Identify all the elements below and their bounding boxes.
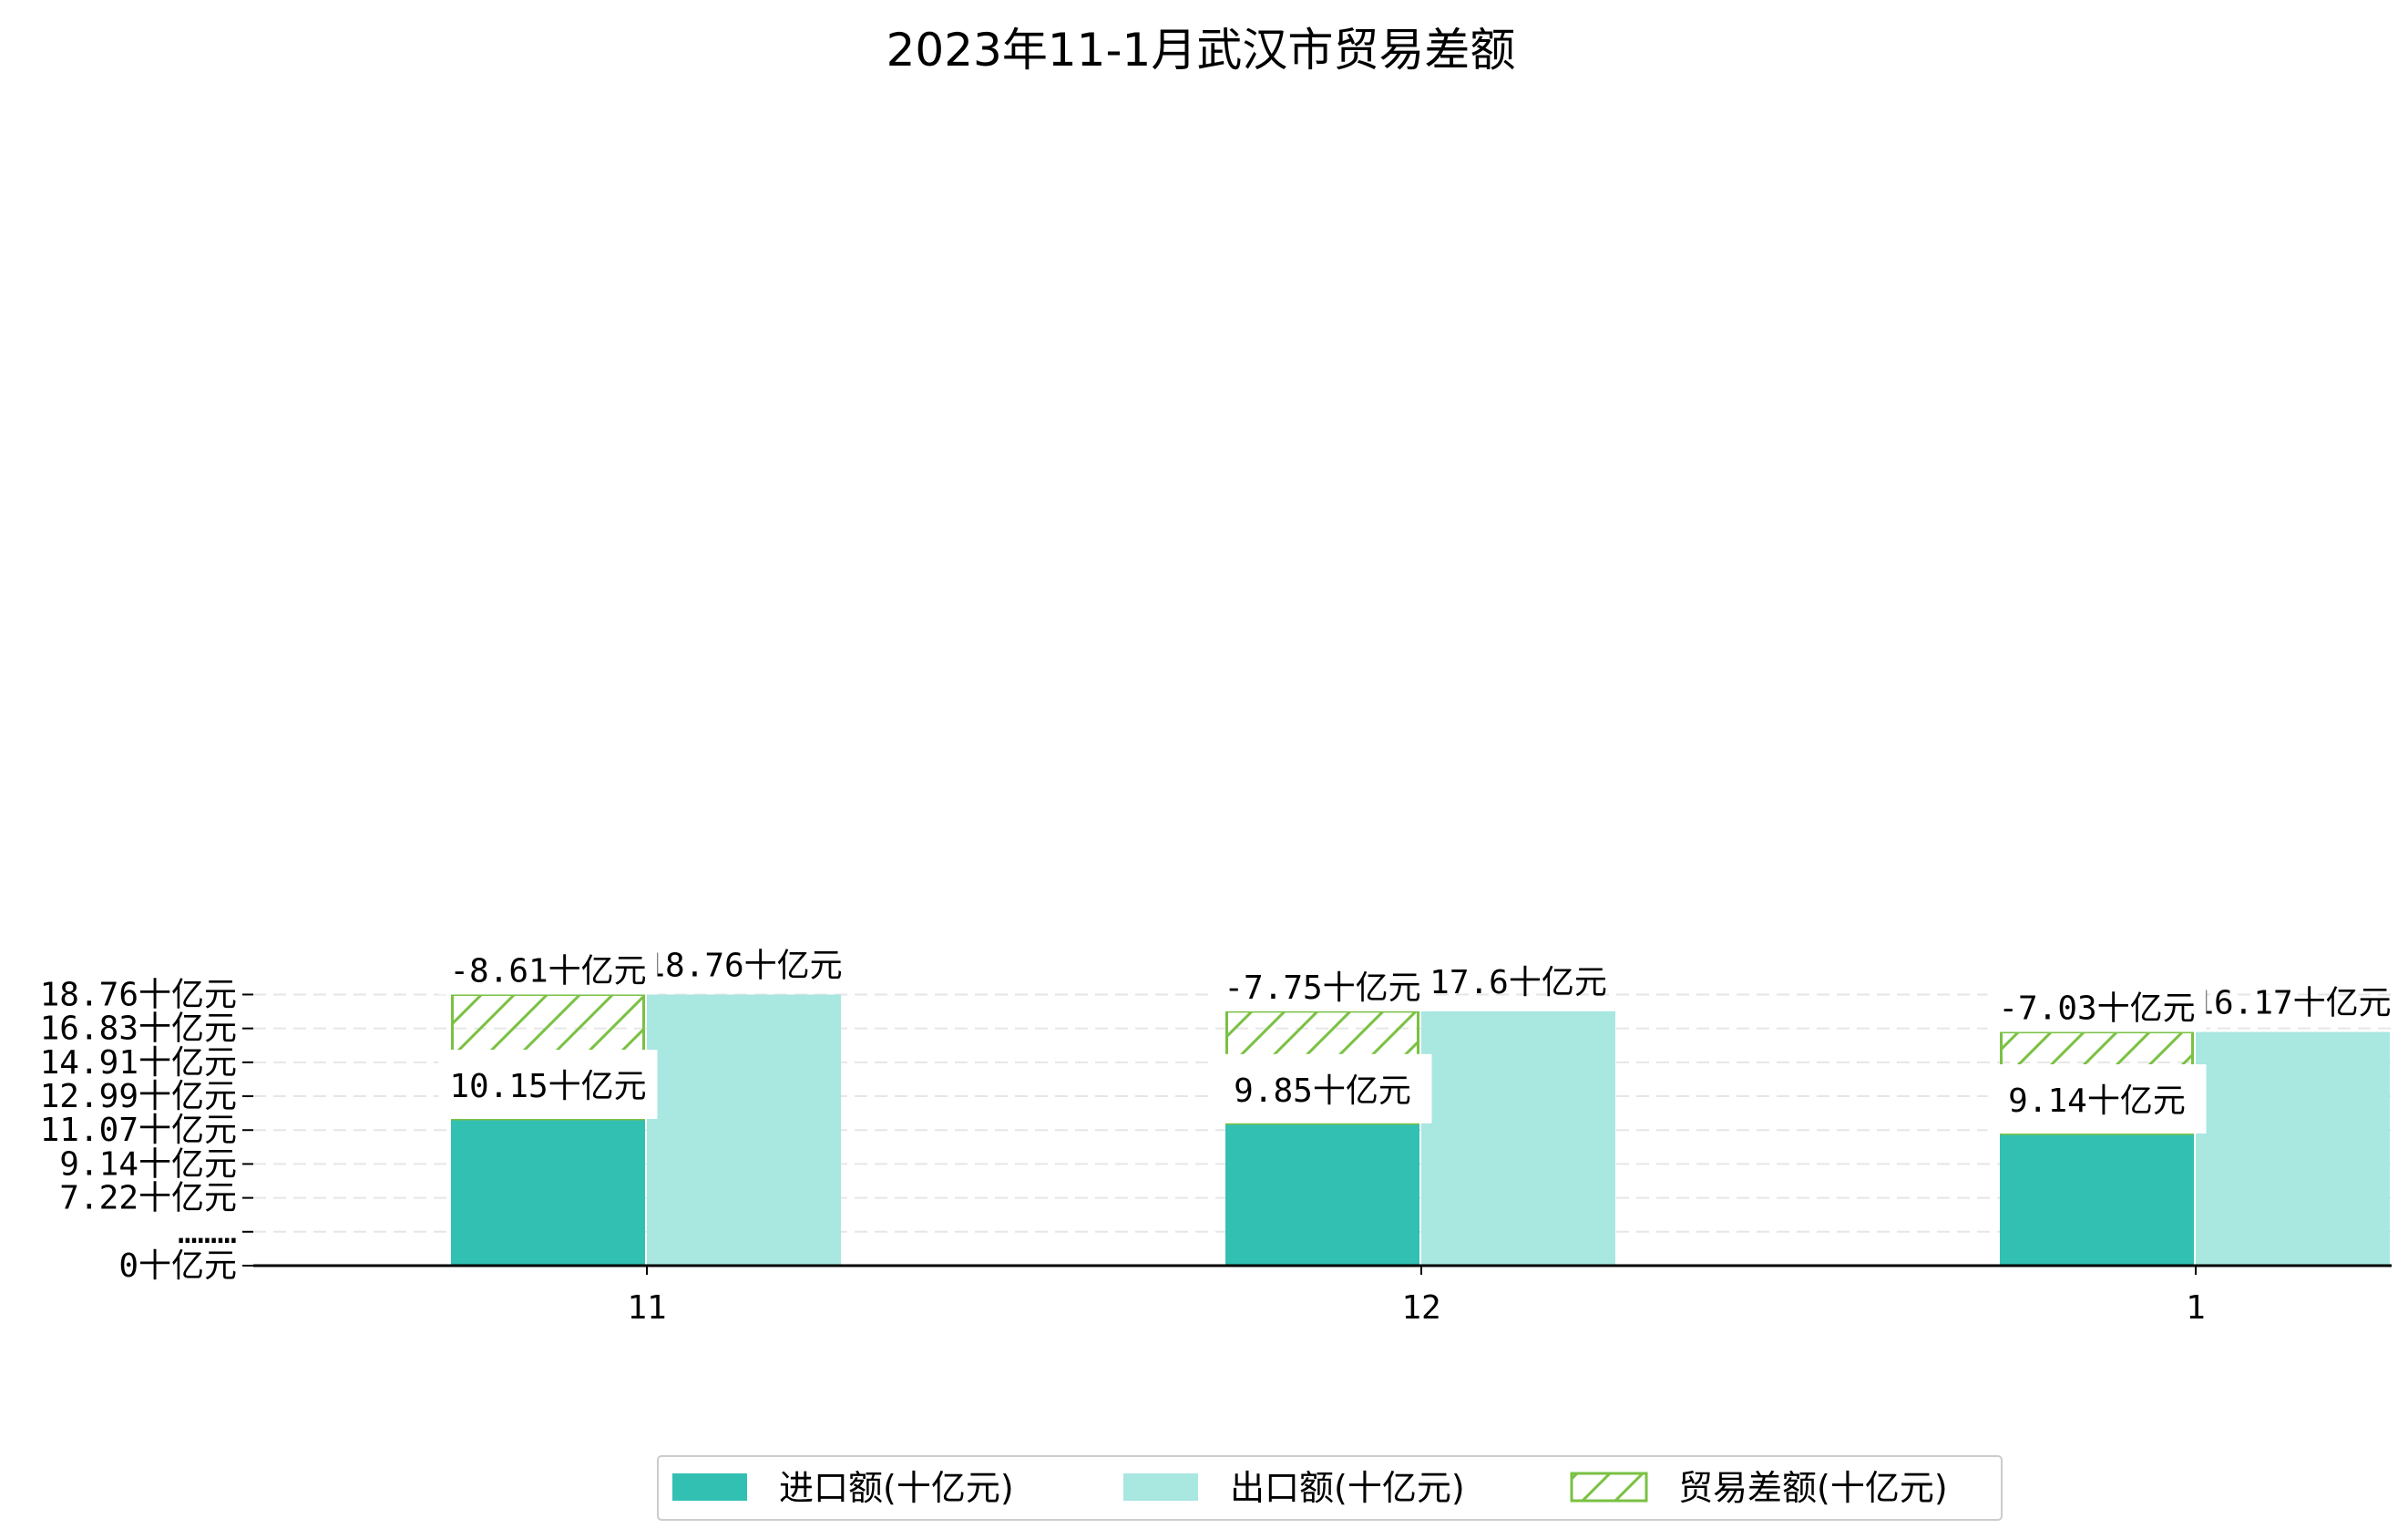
y-tick-label: 11.07十亿元	[40, 1112, 237, 1149]
trade-balance-label-box	[1987, 984, 2207, 1032]
y-tick-label: 0十亿元	[118, 1247, 237, 1285]
legend-swatch-balance	[1570, 1472, 1648, 1503]
export-bar	[1421, 1011, 1615, 1266]
y-tick-label: 9.14十亿元	[59, 1145, 237, 1183]
import-bar	[1225, 1123, 1419, 1266]
y-tick-label: ………	[178, 1214, 237, 1251]
export-bar	[647, 994, 841, 1266]
legend-swatch-export	[1123, 1473, 1198, 1501]
import-value-label: 9.85十亿元	[1234, 1072, 1411, 1110]
bars	[451, 992, 2390, 1266]
export-value-label: 18.76十亿元	[645, 947, 842, 984]
y-tick-label: 18.76十亿元	[40, 976, 237, 1013]
trade-balance-value-label: -7.75十亿元	[1224, 970, 1420, 1007]
y-tick-label: 12.99十亿元	[40, 1078, 237, 1115]
export-bar	[2196, 1031, 2390, 1266]
import-bar	[2000, 1134, 2194, 1266]
legend-frame	[657, 1455, 2003, 1521]
chart-title: 2023年11-1月武汉市贸易差额	[886, 24, 1516, 77]
x-tick-label: 1	[2186, 1289, 2206, 1327]
y-tick-label: 16.83十亿元	[40, 1011, 237, 1048]
legend-swatch-import	[672, 1473, 747, 1501]
import-bar	[451, 1119, 645, 1266]
data-labels: 18.76十亿元-8.61十亿元 10.15十亿元 17.6十亿元-7.75十亿元 9…	[438, 947, 2392, 1134]
import-value-label: 9.14十亿元	[2008, 1082, 2186, 1120]
trade-balance-value-label: -8.61十亿元	[449, 952, 646, 990]
legend-label-balance: 贸易差额(十亿元)	[1678, 1468, 1948, 1508]
legend-label-import: 进口额(十亿元)	[779, 1468, 1014, 1508]
export-value-label: 17.6十亿元	[1429, 964, 1607, 1001]
import-value-label: 10.15十亿元	[449, 1068, 646, 1105]
import-label-box	[1213, 1053, 1432, 1123]
legend: 进口额(十亿元) 出口额(十亿元) 贸易差额(十亿元)	[657, 1455, 2003, 1521]
trade-balance-label-box	[438, 947, 658, 995]
x-tick-label: 11	[627, 1289, 666, 1327]
import-label-box	[1987, 1064, 2207, 1134]
axes: 0十亿元………7.22十亿元9.14十亿元11.07十亿元12.99十亿元14.…	[40, 976, 2392, 1327]
y-tick-label: 7.22十亿元	[59, 1180, 237, 1217]
y-tick-label: 14.91十亿元	[40, 1044, 237, 1082]
export-value-label: 16.17十亿元	[2194, 985, 2391, 1022]
legend-label-export: 出口额(十亿元)	[1230, 1468, 1465, 1508]
trade-balance-value-label: -7.03十亿元	[1998, 990, 2195, 1028]
import-label-box	[438, 1050, 658, 1120]
x-tick-label: 12	[1401, 1289, 1440, 1327]
trade-balance-label-box	[1213, 963, 1432, 1011]
